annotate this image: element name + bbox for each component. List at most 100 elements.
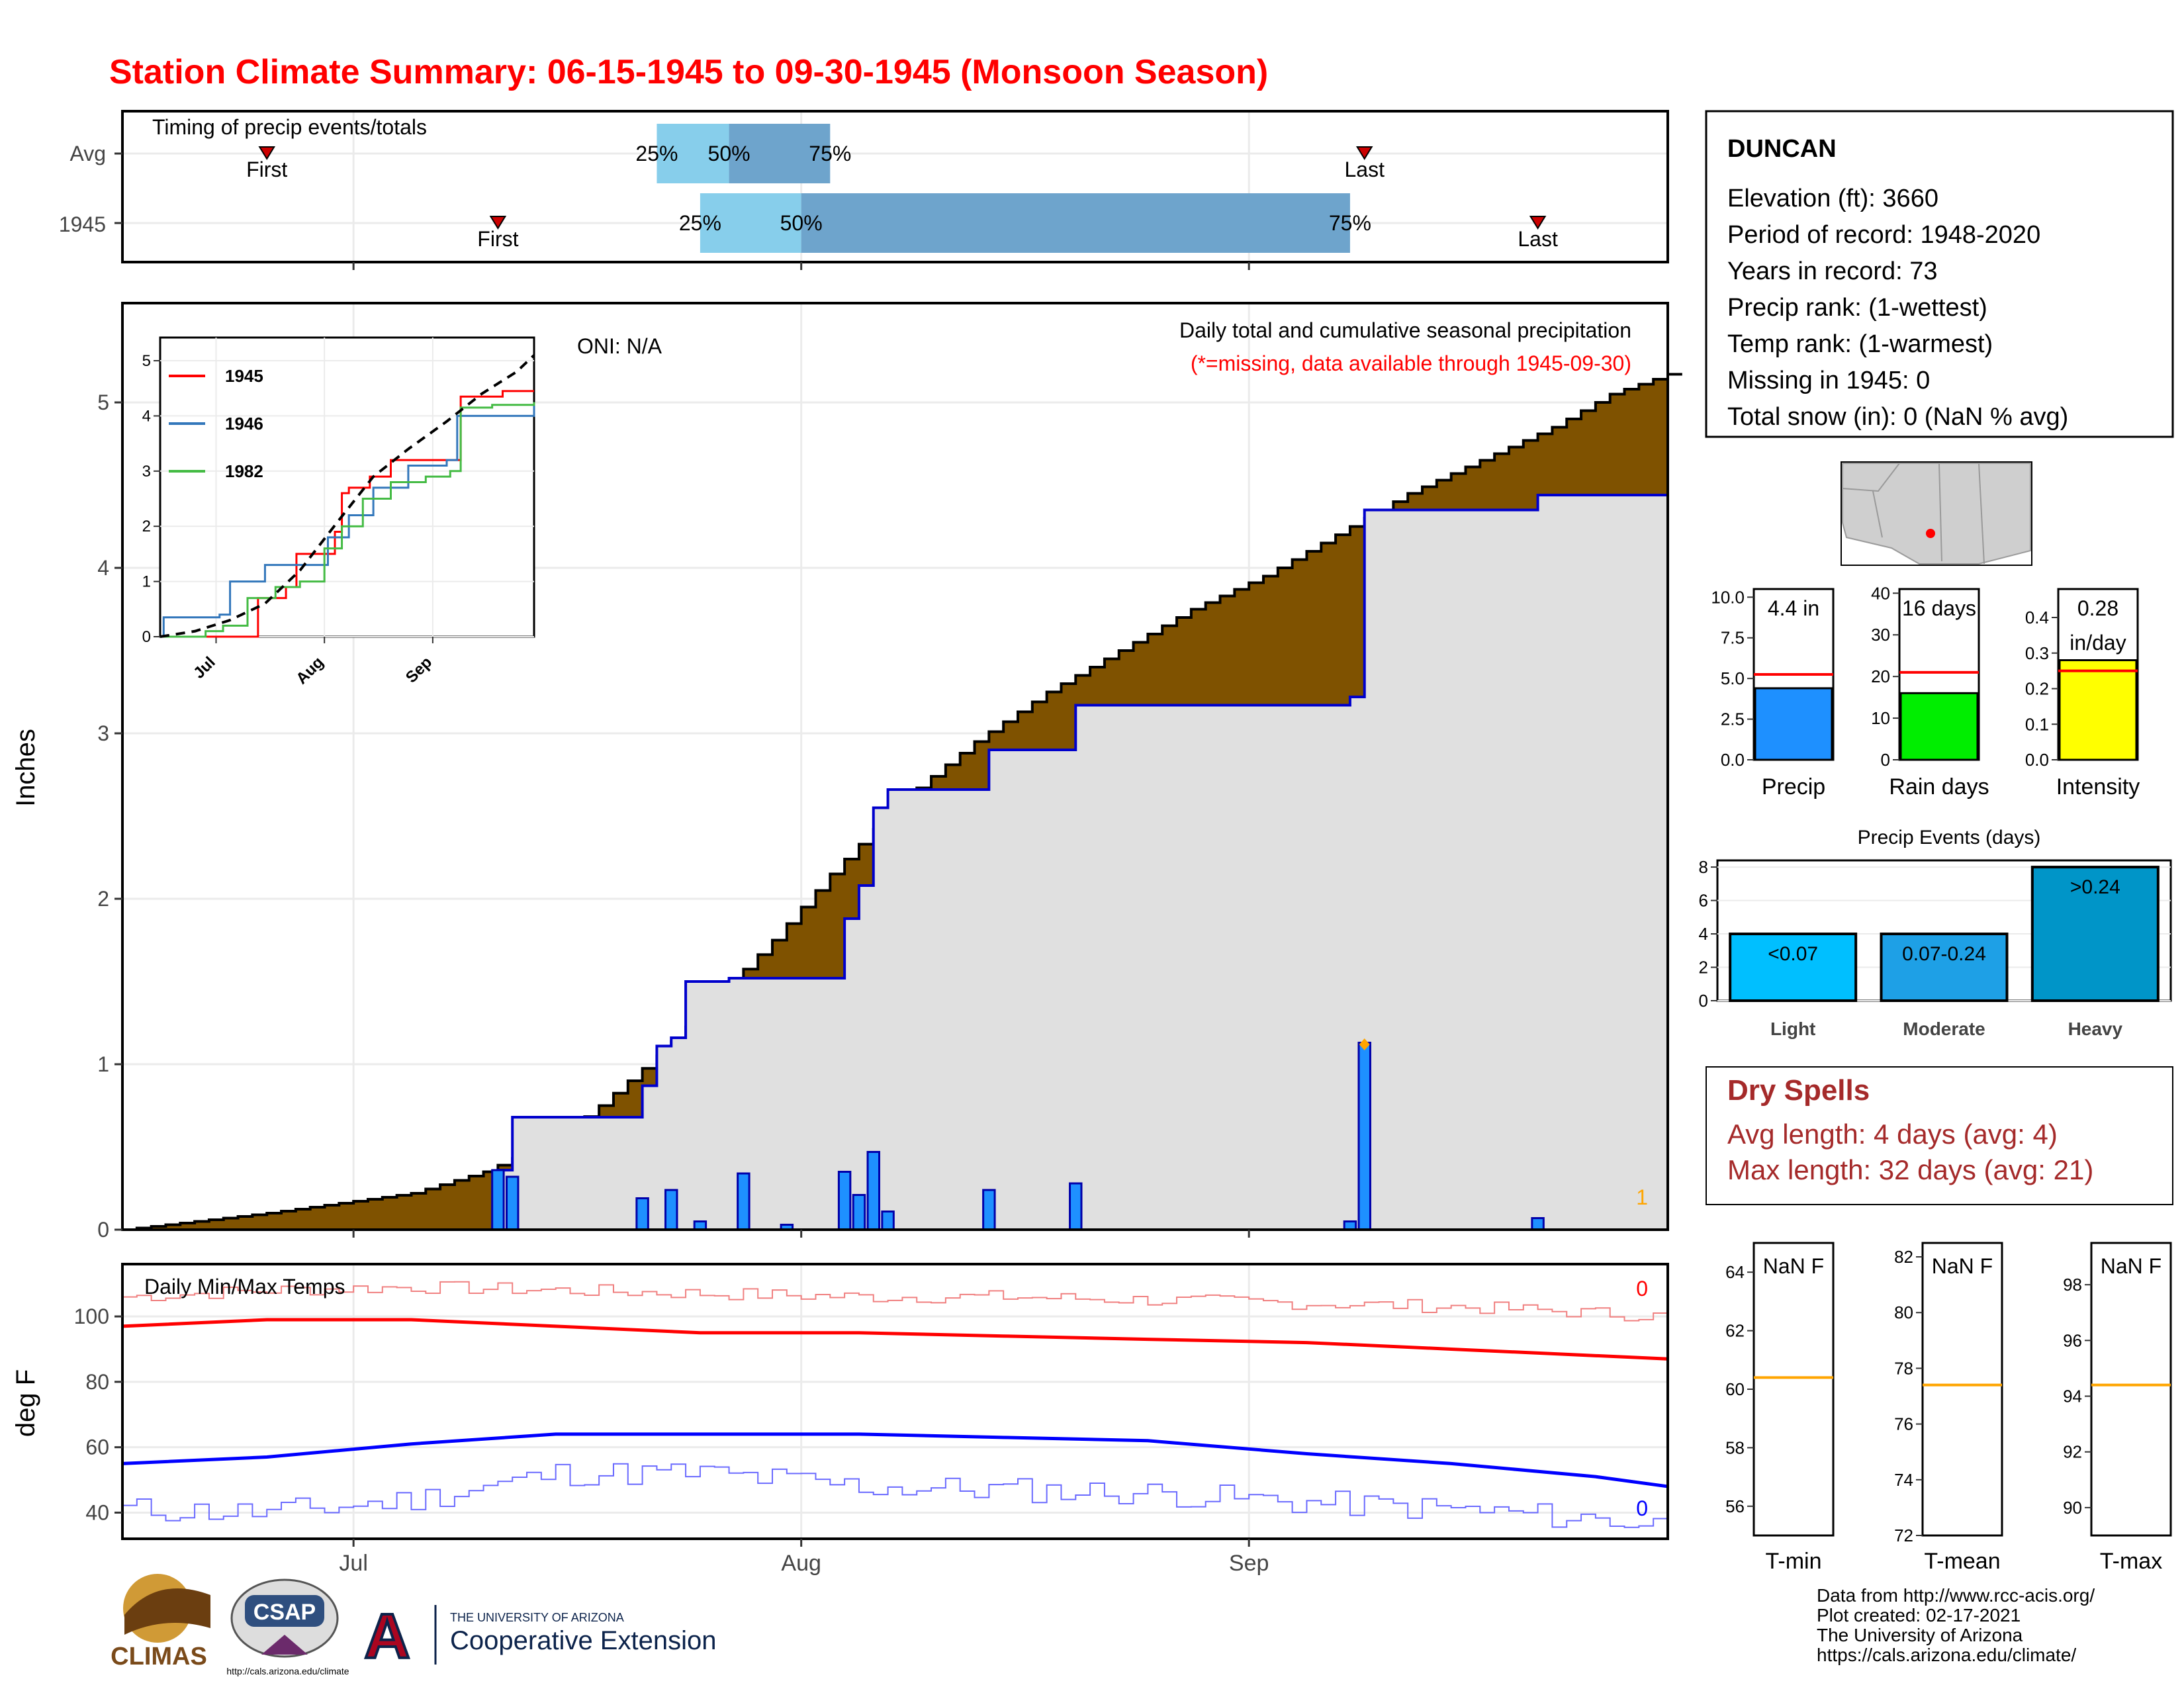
temp-panel-bg [122, 1264, 1668, 1539]
credit-university: The University of Arizona [1817, 1625, 2023, 1645]
tmax-gauge-tick-label: 96 [2063, 1330, 2082, 1350]
summary-gauges: 0.0 2.5 5.0 7.5 10.0 4.4 in Precip 0 10 20 30 40 16 … [1711, 583, 2140, 800]
station-name: DUNCAN [1727, 135, 1837, 163]
precip-events-chart: Precip Events (days) 0 2 4 6 8 <0.07 Light 0.07… [1699, 827, 2172, 1039]
credit-plot-created: Plot created: 02-17-2021 [1817, 1605, 2021, 1625]
daily-precip-bar [881, 1211, 895, 1231]
precip-events-bar [2030, 866, 2160, 1002]
precip-gauge-tick-label: 5.0 [1721, 668, 1745, 688]
observed-cumulative-line [122, 494, 1668, 1231]
daily-precip-bar [837, 1171, 852, 1231]
dry-spells-frame [1706, 1066, 2173, 1205]
precip-events-category-label: Heavy [2068, 1019, 2123, 1039]
record-high-temp-line [122, 1281, 1668, 1322]
precip-events-title: Precip Events (days) [1858, 827, 2041, 848]
temp-gauges: 56 58 60 62 64 NaN F T-min 72 74 76 78 80 82 NaN F T-m… [1725, 1242, 2172, 1574]
station-precip-rank: Precip rank: (1-wettest) [1727, 294, 1987, 322]
precip-events-bar-label: >0.24 [2070, 876, 2120, 898]
temp-y-ticks: 40 60 80 100 [74, 1304, 122, 1524]
tmax-gauge-tick-label: 94 [2063, 1387, 2082, 1406]
tmin-gauge-label: T-min [1766, 1549, 1822, 1574]
intensity-gauge-tick-label: 0.0 [2025, 750, 2049, 770]
tmean-gauge-label: T-mean [1924, 1549, 2000, 1574]
tmin-gauge-tick-label: 62 [1725, 1321, 1745, 1341]
inset-y-tick-label: 0 [142, 628, 151, 646]
precip-y-ticks: 0 1 2 3 4 5 [97, 390, 1250, 1242]
csap-logo-url: http://cals.arizona.edu/climate [226, 1666, 349, 1676]
tmin-gauge-value: NaN F [1763, 1254, 1824, 1278]
tmin-gauge-tick-label: 58 [1725, 1438, 1745, 1457]
tmean-gauge-frame [1921, 1242, 2003, 1537]
intensity-gauge-tick-label: 0.4 [2025, 608, 2049, 627]
timing-panel: 25% 50% 75% First Last 25% 50% 75% First Last Tim… [59, 110, 1669, 270]
missing-note: (*=missing, data available through 1945-… [1191, 351, 1631, 375]
timing-q75-label: 75% [809, 142, 851, 165]
temp-x-tick-label: Aug [781, 1551, 821, 1576]
temp-y-tick-label: 40 [85, 1500, 109, 1524]
timing-bar-q25-q50 [700, 193, 801, 253]
rain-days-gauge-tick-label: 30 [1871, 625, 1890, 645]
daily-precip-bar [505, 1175, 520, 1231]
precip-events-bar [1880, 933, 2009, 1002]
locator-map [1841, 461, 2032, 566]
timing-last-label: Last [1518, 227, 1558, 251]
csap-logo: CSAP http://cals.arizona.edu/climate [226, 1578, 349, 1676]
station-years: Years in record: 73 [1727, 257, 1938, 285]
precip-gauge-tick-label: 7.5 [1721, 628, 1745, 648]
rain-days-gauge-tick-label: 10 [1871, 708, 1890, 728]
inset-legend-label: 1982 [225, 461, 263, 481]
precip-events-tick-label: 8 [1699, 857, 1708, 877]
tmean-gauge-tick-label: 74 [1894, 1470, 1913, 1490]
avg-max-temp-line [122, 1318, 1668, 1361]
dry-spells-avg: Avg length: 4 days (avg: 4) [1727, 1119, 2058, 1150]
tmax-gauge-label: T-max [2100, 1549, 2162, 1574]
temp-panel-frame [121, 1263, 1669, 1540]
inset-y-tick-label: 3 [142, 463, 151, 480]
inset-y-tick-label: 4 [142, 407, 151, 425]
tmin-gauge-tick-label: 60 [1725, 1379, 1745, 1399]
csap-logo-mountain [261, 1635, 308, 1655]
tmax-gauge-tick-label: 98 [2063, 1275, 2082, 1295]
precip-events-tick-label: 0 [1699, 991, 1708, 1011]
climas-logo-land [124, 1588, 210, 1635]
precip-gauge-tick-label: 0.0 [1721, 750, 1745, 770]
tmean-gauge-value: NaN F [1932, 1254, 1993, 1278]
temp-panel: 40 60 80 100 Jul Aug Sep deg F Daily Min/Max … [11, 1263, 1669, 1576]
temp-x-tick-label: Sep [1229, 1551, 1269, 1576]
timing-q50-label: 50% [708, 142, 751, 165]
daily-precip-bar [491, 1169, 505, 1231]
csap-logo-badge [245, 1595, 324, 1627]
temp-y-tick-label: 100 [74, 1304, 109, 1328]
intensity-gauge-tick-label: 0.1 [2025, 714, 2049, 734]
precip-events-bar-label: 0.07-0.24 [1902, 943, 1986, 965]
rain-days-gauge-bar [1899, 692, 1979, 761]
timing-row-label-avg: Avg [69, 142, 106, 165]
precip-events-bar-label: <0.07 [1768, 943, 1818, 965]
timing-bar-q50-q75 [801, 193, 1350, 253]
avg-min-temp-line [122, 1432, 1668, 1488]
timing-q75-label: 75% [1329, 211, 1371, 235]
credit-url: https://cals.arizona.edu/climate/ [1817, 1645, 2076, 1665]
dry-spells-max: Max length: 32 days (avg: 21) [1727, 1154, 2093, 1185]
temp-y-tick-label: 80 [85, 1370, 109, 1394]
intensity-gauge-tick-label: 0.2 [2025, 679, 2049, 699]
climas-logo: CLIMAS [111, 1574, 210, 1670]
timing-first-marker [258, 146, 276, 160]
oni-label: ONI: N/A [577, 334, 662, 358]
station-temp-rank: Temp rank: (1-warmest) [1727, 330, 1993, 358]
inset-series-line-1982 [160, 402, 535, 638]
timing-last-marker [1355, 146, 1373, 160]
temp-plot-area [122, 1281, 1668, 1532]
missing-data-marker [1359, 1038, 1370, 1050]
ua-logo-bottom-text: Cooperative Extension [450, 1626, 716, 1655]
precip-events-plot: 0 2 4 6 8 <0.07 Light 0.07-0.24 Moderate >0.24 Hea… [1699, 857, 2172, 1039]
precip-gauge-bar [1754, 687, 1833, 761]
tmax-gauge-tick-label: 92 [2063, 1442, 2082, 1462]
credit-data-source: Data from http://www.rcc-acis.org/ [1817, 1585, 2095, 1606]
tmin-gauge-tick-label: 56 [1725, 1496, 1745, 1516]
daily-precip-bar [1357, 1042, 1371, 1231]
precip-events-tick-label: 6 [1699, 891, 1708, 911]
daily-precip-bar [852, 1194, 866, 1231]
tmin-gauge-frame [1752, 1242, 1835, 1537]
precip-events-bar [1729, 933, 1858, 1002]
